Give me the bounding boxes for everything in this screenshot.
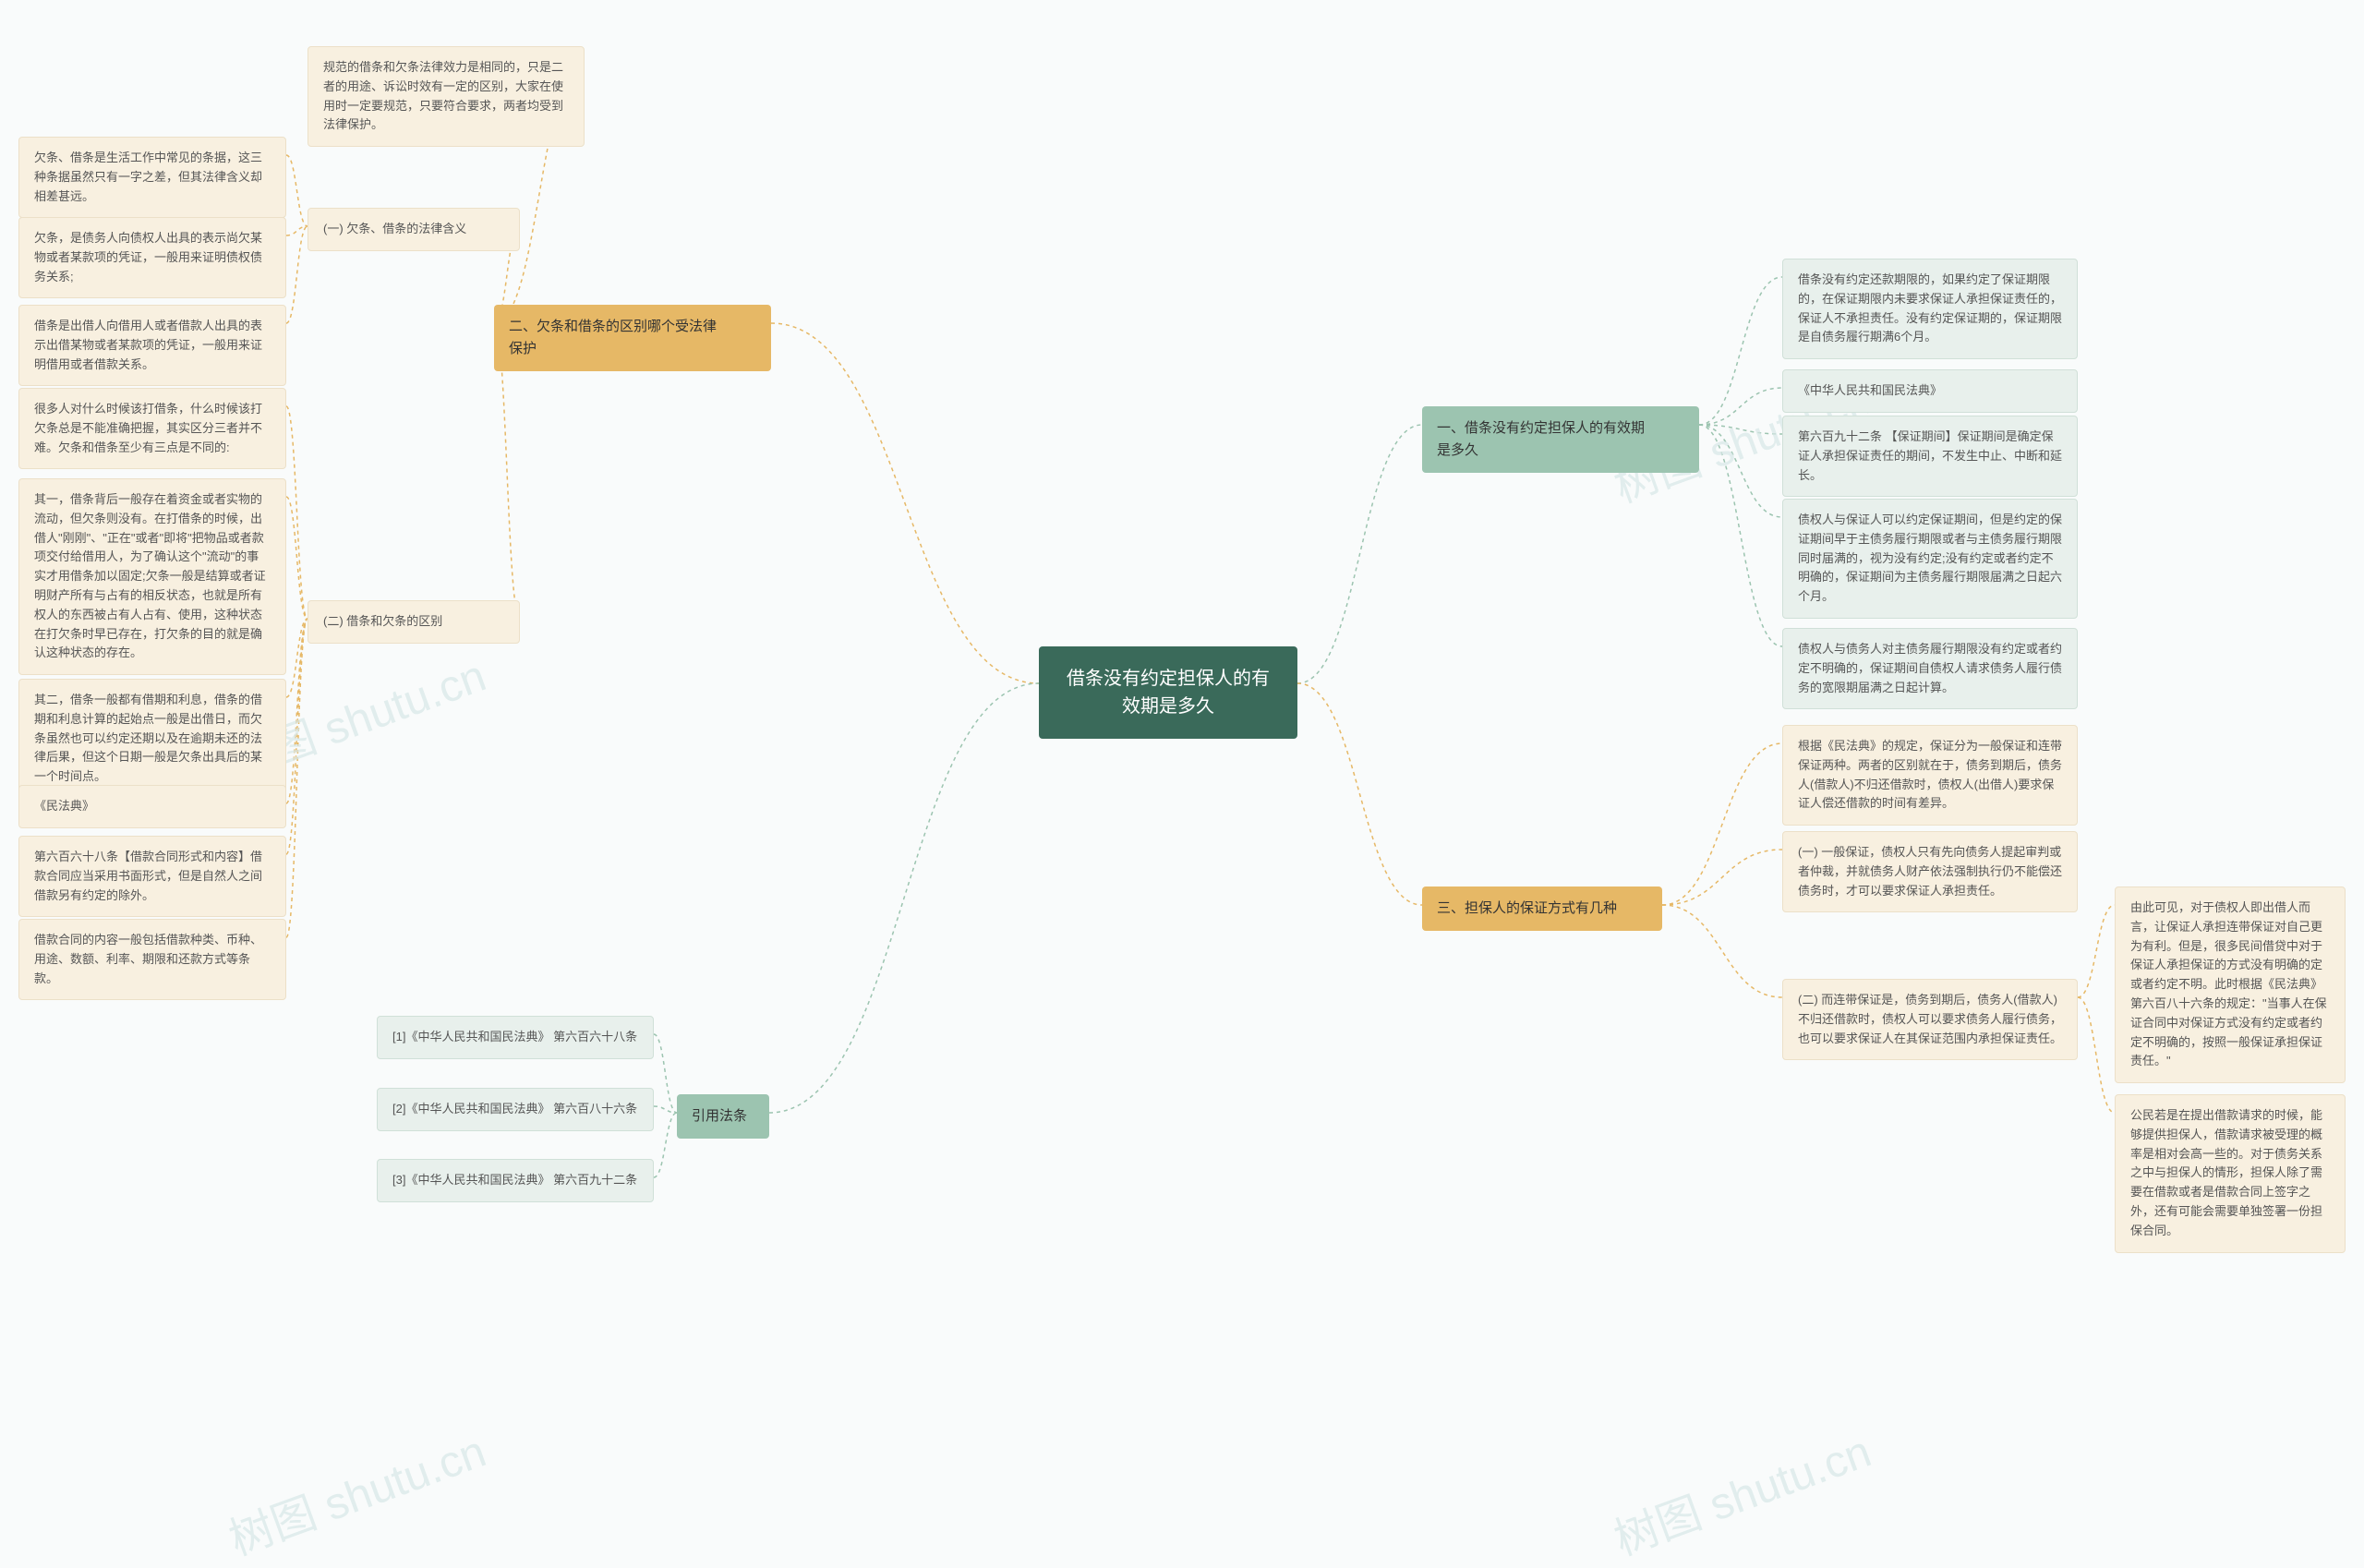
left-branch-1: 引用法条 — [677, 1094, 769, 1139]
center-node: 借条没有约定担保人的有效期是多久 — [1039, 646, 1297, 739]
right-leaf-0-0: 借条没有约定还款期限的，如果约定了保证期限的，在保证期限内未要求保证人承担保证责… — [1782, 259, 2078, 359]
left-leaf-0-2-0: 很多人对什么时候该打借条，什么时候该打欠条总是不能准确把握，其实区分三者并不难。… — [18, 388, 286, 469]
right-branch-1: 三、担保人的保证方式有几种 — [1422, 887, 1662, 931]
watermark: 树图 shutu.cn — [219, 1415, 493, 1567]
left-leaf-0-2-3: 《民法典》 — [18, 785, 286, 828]
right-branch-0: 一、借条没有约定担保人的有效期是多久 — [1422, 406, 1699, 473]
right-leaf-0-1: 《中华人民共和国民法典》 — [1782, 369, 2078, 413]
right-leaf-0-3: 债权人与保证人可以约定保证期间，但是约定的保证期间早于主债务履行期限或者与主债务… — [1782, 499, 2078, 619]
left-leaf-0-1-1: 欠条，是债务人向债权人出具的表示尚欠某物或者某款项的凭证，一般用来证明债权债务关… — [18, 217, 286, 298]
right-leaf-1-2-0: 由此可见，对于债权人即出借人而言，让保证人承担连带保证对自己更为有利。但是，很多… — [2115, 887, 2346, 1083]
left-leaf-0-2-1: 其一，借条背后一般存在着资金或者实物的流动，但欠条则没有。在打借条的时候，出借人… — [18, 478, 286, 675]
left-branch-0: 二、欠条和借条的区别哪个受法律保护 — [494, 305, 771, 371]
left-leaf-1-0: [1]《中华人民共和国民法典》 第六百六十八条 — [377, 1016, 654, 1059]
left-leaf-0-0: 规范的借条和欠条法律效力是相同的，只是二者的用途、诉讼时效有一定的区别，大家在使… — [308, 46, 585, 147]
left-leaf-0-2-4: 第六百六十八条【借款合同形式和内容】借款合同应当采用书面形式，但是自然人之间借款… — [18, 836, 286, 917]
right-leaf-0-2: 第六百九十二条 【保证期间】保证期间是确定保证人承担保证责任的期间，不发生中止、… — [1782, 416, 2078, 497]
left-leaf-0-1-0: 欠条、借条是生活工作中常见的条据，这三种条据虽然只有一字之差，但其法律含义却相差… — [18, 137, 286, 218]
watermark: 树图 shutu.cn — [1604, 1415, 1878, 1567]
left-leaf-1-2: [3]《中华人民共和国民法典》 第六百九十二条 — [377, 1159, 654, 1202]
left-mid-0-1: (一) 欠条、借条的法律含义 — [308, 208, 520, 251]
right-leaf-0-4: 债权人与债务人对主债务履行期限没有约定或者约定不明确的，保证期间自债权人请求债务… — [1782, 628, 2078, 709]
right-leaf-1-1: (一) 一般保证，债权人只有先向债务人提起审判或者仲裁，并就债务人财产依法强制执… — [1782, 831, 2078, 912]
left-leaf-1-1: [2]《中华人民共和国民法典》 第六百八十六条 — [377, 1088, 654, 1131]
left-leaf-0-2-5: 借款合同的内容一般包括借款种类、币种、用途、数额、利率、期限和还款方式等条款。 — [18, 919, 286, 1000]
left-leaf-0-2-2: 其二，借条一般都有借期和利息，借条的借期和利息计算的起始点一般是出借日，而欠条虽… — [18, 679, 286, 799]
left-leaf-0-1-2: 借条是出借人向借用人或者借款人出具的表示出借某物或者某款项的凭证，一般用来证明借… — [18, 305, 286, 386]
right-leaf-1-2-1: 公民若是在提出借款请求的时候，能够提供担保人，借款请求被受理的概率是相对会高一些… — [2115, 1094, 2346, 1253]
left-mid-0-2: (二) 借条和欠条的区别 — [308, 600, 520, 644]
right-leaf-1-2: (二) 而连带保证是，债务到期后，债务人(借款人)不归还借款时，债权人可以要求债… — [1782, 979, 2078, 1060]
right-leaf-1-0: 根据《民法典》的规定，保证分为一般保证和连带保证两种。两者的区别就在于，债务到期… — [1782, 725, 2078, 826]
